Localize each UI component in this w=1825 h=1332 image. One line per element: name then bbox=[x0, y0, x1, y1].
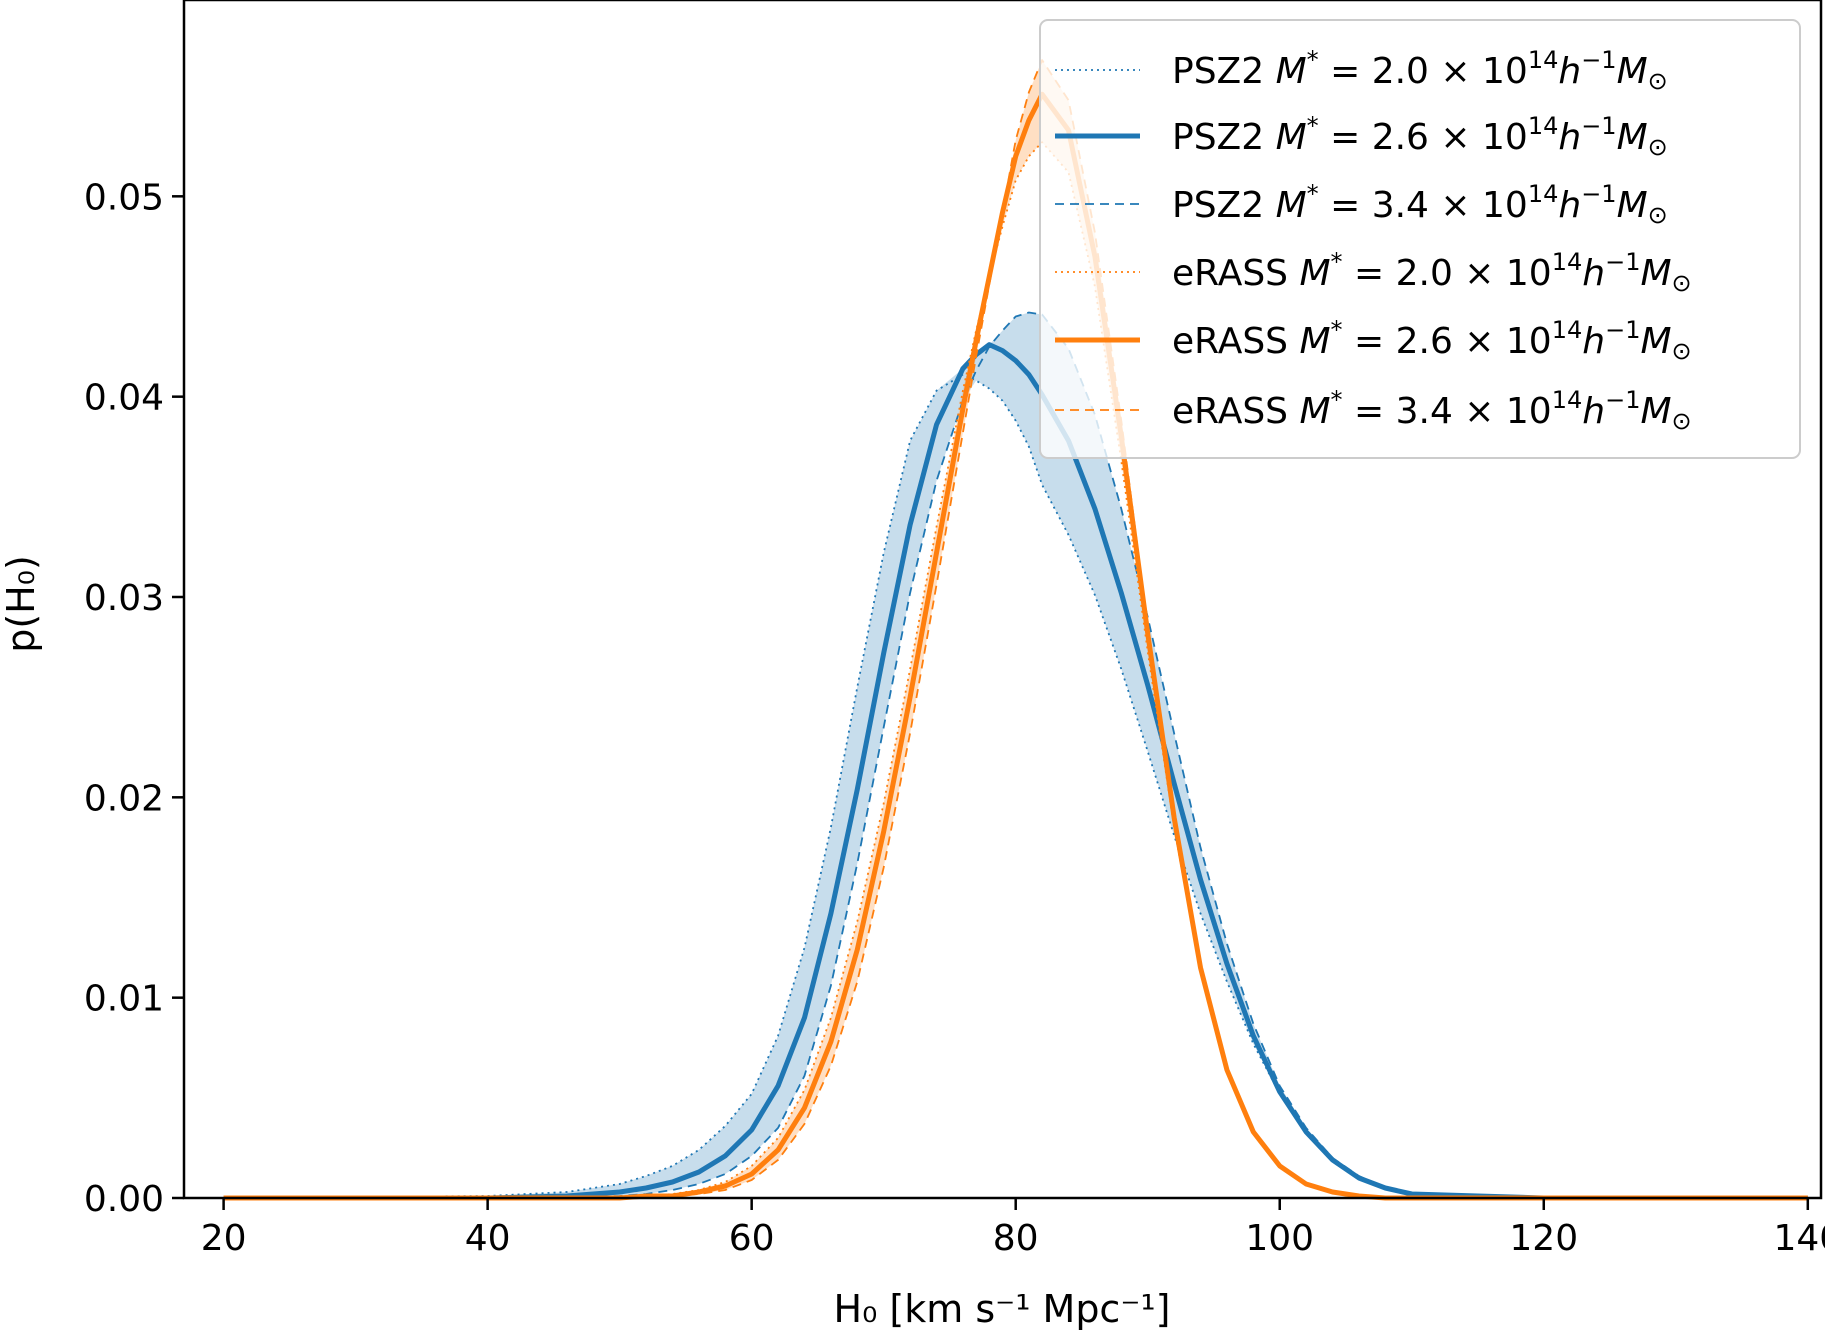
legend-label: PSZ2 M* = 2.0 × 1014h−1M⊙ bbox=[1172, 46, 1668, 95]
y-tick-label: 0.05 bbox=[84, 177, 164, 218]
series-line-erass-dashed bbox=[223, 59, 1808, 1199]
x-tick-label: 100 bbox=[1245, 1218, 1314, 1259]
legend-label: eRASS M* = 2.0 × 1014h−1M⊙ bbox=[1172, 248, 1692, 297]
x-tick-label: 80 bbox=[993, 1218, 1039, 1259]
series-lines bbox=[223, 59, 1808, 1201]
x-tick-label: 140 bbox=[1773, 1218, 1825, 1259]
y-tick-label: 0.04 bbox=[84, 378, 164, 419]
legend: PSZ2 M* = 2.0 × 1014h−1M⊙ PSZ2 M* = 2.6 ×… bbox=[1039, 19, 1801, 459]
y-axis-ticks: 0.00 0.01 0.02 0.03 0.04 0.05 bbox=[84, 177, 184, 1220]
series-line-psz2-solid bbox=[223, 342, 1808, 1201]
x-tick-label: 120 bbox=[1509, 1218, 1578, 1259]
y-tick-label: 0.03 bbox=[84, 578, 164, 619]
x-tick-label: 20 bbox=[201, 1218, 247, 1259]
y-tick-label: 0.02 bbox=[84, 778, 164, 819]
x-tick-label: 60 bbox=[729, 1218, 775, 1259]
y-tick-label: 0.01 bbox=[84, 979, 164, 1020]
y-tick-label: 0.00 bbox=[84, 1179, 164, 1220]
x-axis-label: H₀ [km s⁻¹ Mpc⁻¹] bbox=[834, 1287, 1171, 1331]
series-line-psz2-dashed bbox=[223, 311, 1808, 1199]
x-axis-ticks: 20 40 60 80 100 120 140 bbox=[201, 1198, 1825, 1259]
plot-area-frame bbox=[182, 0, 1823, 1200]
x-tick-label: 40 bbox=[465, 1218, 511, 1259]
y-axis-label: p(H₀) bbox=[0, 555, 43, 653]
legend-frame bbox=[1039, 19, 1801, 459]
legend-label: eRASS M* = 3.4 × 1014h−1M⊙ bbox=[1172, 386, 1692, 435]
legend-label: PSZ2 M* = 2.6 × 1014h−1M⊙ bbox=[1172, 112, 1668, 161]
legend-label: PSZ2 M* = 3.4 × 1014h−1M⊙ bbox=[1172, 180, 1668, 229]
legend-label: eRASS M* = 2.6 × 1014h−1M⊙ bbox=[1172, 316, 1692, 365]
